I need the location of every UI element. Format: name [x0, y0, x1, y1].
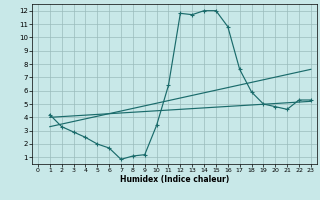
X-axis label: Humidex (Indice chaleur): Humidex (Indice chaleur) [120, 175, 229, 184]
